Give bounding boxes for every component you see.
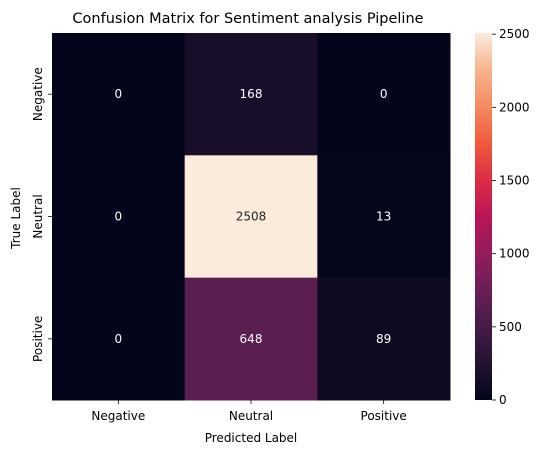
heatmap-cell xyxy=(317,277,451,401)
y-tick-label: Positive xyxy=(31,316,45,362)
heatmap-cell xyxy=(184,277,318,401)
heatmap-cell xyxy=(52,277,186,401)
colorbar-tick-label: 500 xyxy=(499,320,522,334)
heatmap-cell xyxy=(184,155,318,279)
cell-value: 648 xyxy=(240,332,263,346)
x-tick-label: Negative xyxy=(91,409,145,423)
y-tick-label: Negative xyxy=(31,67,45,121)
x-tick-label: Neutral xyxy=(229,409,273,423)
heatmap-cell xyxy=(52,155,186,279)
y-axis-label: True Label xyxy=(9,187,23,250)
cell-value: 13 xyxy=(376,210,391,224)
x-tick-label: Positive xyxy=(361,409,407,423)
cell-value: 89 xyxy=(376,332,391,346)
colorbar-ticks: 0 500 1000 1500 2000 2500 xyxy=(492,27,530,407)
cell-value: 168 xyxy=(240,87,263,101)
y-axis-ticks: Negative Neutral Positive xyxy=(31,67,52,362)
heatmap-cell xyxy=(317,155,451,279)
cell-value: 0 xyxy=(115,87,123,101)
heatmap-cell xyxy=(184,33,318,156)
colorbar xyxy=(475,33,492,400)
cell-value: 0 xyxy=(380,87,388,101)
heatmap-cell xyxy=(317,33,451,156)
colorbar-tick-label: 0 xyxy=(499,393,507,407)
heatmap-cells xyxy=(52,33,451,401)
cell-value: 0 xyxy=(115,210,123,224)
heatmap-annotations: 0 168 0 0 2508 13 0 648 89 xyxy=(115,87,392,346)
heatmap-cell xyxy=(52,33,186,156)
cell-value: 2508 xyxy=(236,210,267,224)
x-axis-label: Predicted Label xyxy=(205,431,298,445)
colorbar-tick-label: 2500 xyxy=(499,27,530,41)
y-tick-label: Neutral xyxy=(31,194,45,238)
chart-title: Confusion Matrix for Sentiment analysis … xyxy=(72,11,423,27)
colorbar-tick-label: 1000 xyxy=(499,247,530,261)
colorbar-tick-label: 1500 xyxy=(499,174,530,188)
colorbar-tick-label: 2000 xyxy=(499,100,530,114)
cell-value: 0 xyxy=(115,332,123,346)
x-axis-ticks: Negative Neutral Positive xyxy=(91,400,407,423)
